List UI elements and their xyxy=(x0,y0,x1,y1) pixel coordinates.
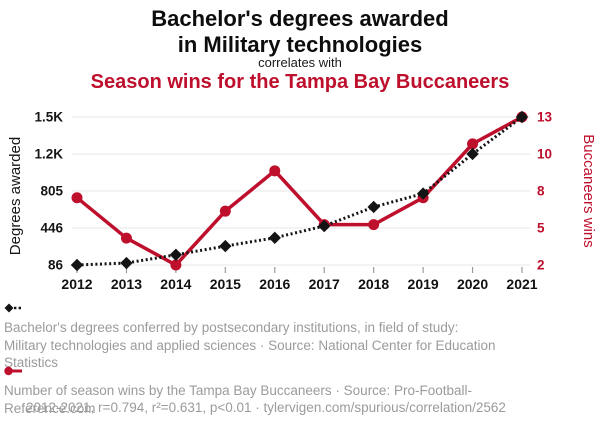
x-axis-year-label: 2019 xyxy=(408,276,439,292)
x-axis-year-label: 2020 xyxy=(457,276,488,292)
x-axis-year-label: 2017 xyxy=(309,276,340,292)
data-point-degrees xyxy=(466,147,479,161)
right-axis-tick-label: 5 xyxy=(537,221,545,236)
x-axis-year-label: 2013 xyxy=(111,276,142,292)
x-axis-year-label: 2021 xyxy=(506,276,537,292)
x-axis-year-label: 2016 xyxy=(259,276,290,292)
series-line-degrees xyxy=(76,115,523,267)
data-point-degrees xyxy=(268,231,281,245)
data-point-degrees xyxy=(318,219,331,233)
data-point-wins xyxy=(467,138,479,150)
x-axis-year-label: 2015 xyxy=(210,276,241,292)
x-axis-year-label: 2012 xyxy=(61,276,92,292)
chart-canvas: 86 2 446 5 805 8 1.2K 10 1.5K 13 2012 2013 2014 2015 2… xyxy=(7,110,597,293)
right-axis-title: Buccaneers wins xyxy=(580,134,597,247)
legend-text-degrees: Bachelor's degrees conferred by postseco… xyxy=(4,320,496,370)
degrees-series-marker-icon xyxy=(4,303,22,313)
left-axis-tick-label: 86 xyxy=(48,258,64,273)
left-axis-title: Degrees awarded xyxy=(7,137,24,255)
chart-title-line2: in Military technologies xyxy=(177,32,423,57)
right-axis-tick-label: 13 xyxy=(537,110,553,125)
right-axis-tick-label: 8 xyxy=(537,184,545,199)
left-axis-tick-label: 446 xyxy=(40,221,63,236)
data-point-degrees xyxy=(515,110,529,124)
x-axis-year-label: 2018 xyxy=(358,276,389,292)
data-point-degrees xyxy=(219,239,232,253)
data-point-degrees xyxy=(70,258,84,272)
left-axis-tick-label: 805 xyxy=(40,184,63,199)
left-axis-tick-label: 1.5K xyxy=(34,110,63,125)
right-axis-tick-label: 2 xyxy=(537,258,545,273)
legend-text-wins: Number of season wins by the Tampa Bay B… xyxy=(4,383,472,416)
chart-title: Bachelor's degrees awarded in Military t… xyxy=(0,6,600,58)
left-axis-tick-label: 1.2K xyxy=(34,147,63,162)
chart-subtitle-red: Season wins for the Tampa Bay Buccaneers xyxy=(90,71,510,93)
stats-and-source-line: 2012-2021, r=0.794, r²=0.631, p<0.01 · t… xyxy=(26,400,506,415)
data-point-degrees xyxy=(416,187,430,200)
data-point-wins xyxy=(120,232,132,244)
dual-axis-line-chart: 86 2 446 5 805 8 1.2K 10 1.5K 13 2012 2013 2014 2015 2… xyxy=(0,100,600,300)
legend-item-degrees: Bachelor's degrees conferred by postseco… xyxy=(4,299,564,372)
x-axis-year-label: 2014 xyxy=(160,276,191,292)
right-axis-tick-label: 10 xyxy=(537,147,552,162)
data-point-wins xyxy=(170,259,182,271)
data-point-wins xyxy=(219,205,231,217)
series-line-wins xyxy=(75,115,523,268)
correlates-with-label: correlates with xyxy=(258,55,342,70)
data-point-degrees xyxy=(169,248,183,262)
data-point-wins xyxy=(368,219,380,231)
chart-title-line1: Bachelor's degrees awarded xyxy=(151,6,449,31)
data-point-degrees xyxy=(367,200,380,214)
data-point-degrees xyxy=(120,256,133,270)
legend-item-wins: Number of season wins by the Tampa Bay B… xyxy=(4,362,564,417)
wins-series-marker-icon xyxy=(4,366,22,376)
data-point-wins xyxy=(71,192,83,204)
data-point-wins xyxy=(269,165,281,177)
